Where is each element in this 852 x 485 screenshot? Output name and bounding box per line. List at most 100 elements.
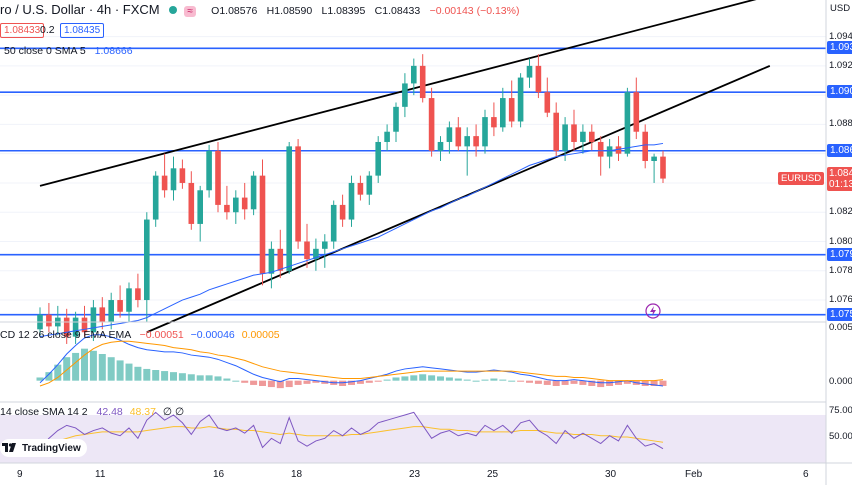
candle-body xyxy=(117,300,123,312)
macd-hist-bar xyxy=(659,380,667,386)
macd-hist-bar xyxy=(178,373,186,381)
sma-legend-value: 1.08666 xyxy=(94,45,133,57)
candle-body xyxy=(597,141,604,157)
macd-hist-bar xyxy=(615,380,622,385)
rsi-axis-50: 50.00 xyxy=(829,431,852,442)
candle-body xyxy=(188,182,195,224)
candle-body xyxy=(108,300,114,322)
price-axis-label: 1.082 xyxy=(829,206,852,218)
rsi-line xyxy=(39,411,664,450)
level-price-label: 1.075 xyxy=(827,307,852,321)
candle-body xyxy=(411,65,417,84)
macd-signal-line xyxy=(39,340,664,387)
time-axis-label: 23 xyxy=(409,469,421,480)
horizontal-levels[interactable] xyxy=(0,47,826,316)
candle-body xyxy=(589,131,595,142)
rsi-legend-value: 42.48 xyxy=(96,406,123,418)
macd-hist-bar xyxy=(428,375,436,381)
macd-hist-bar xyxy=(534,380,542,384)
symbol-title[interactable]: ro / U.S. Dollar · 4h · FXCM xyxy=(0,2,160,17)
candle-body xyxy=(241,197,248,210)
macd-axis-top: 0.005 xyxy=(829,322,852,333)
rsi-legend-extra: ∅ ∅ xyxy=(162,406,185,418)
level-price-label: 1.086 xyxy=(827,143,852,157)
macd-hist-bar xyxy=(241,380,249,383)
candle-body xyxy=(455,127,462,147)
candle-body xyxy=(633,92,640,132)
candle-body xyxy=(606,146,613,157)
time-axis-label: Feb xyxy=(685,469,703,480)
candle-body xyxy=(446,127,453,142)
level-price-label: 1.090 xyxy=(827,85,852,99)
ohlc-close: C1.08433 xyxy=(374,5,421,17)
bid-price-box[interactable]: 1.08433 xyxy=(0,23,45,38)
candle-body xyxy=(482,117,488,147)
macd-hist-bar xyxy=(463,379,471,381)
candle-body xyxy=(206,150,212,191)
candle-body xyxy=(615,146,622,154)
ask-price-box[interactable]: 1.08435 xyxy=(60,23,105,38)
candle-body xyxy=(215,150,221,205)
watermark: TradingView xyxy=(22,442,81,454)
candle-body xyxy=(90,307,97,333)
candle-body xyxy=(304,241,310,260)
sma-legend[interactable]: 50 close 0 SMA 5 1.08666 xyxy=(4,45,133,57)
spread-value: 0.2 xyxy=(40,24,55,36)
macd-hist-bar xyxy=(81,348,88,381)
macd-hist-bar xyxy=(561,380,569,385)
time-axis-label: 6 xyxy=(803,469,809,480)
candle-body xyxy=(491,117,497,128)
macd-hist-bar xyxy=(205,375,213,381)
candle-body xyxy=(126,288,132,312)
tradingview-logo[interactable]: TradingView xyxy=(0,439,87,457)
macd-hist-bar xyxy=(89,350,97,381)
macd-hist-bar xyxy=(526,380,533,383)
rsi-legend[interactable]: 14 close SMA 14 2 42.48 48.37 ∅ ∅ xyxy=(0,406,184,418)
candle-body xyxy=(375,141,381,176)
candle-body xyxy=(562,124,568,151)
candle-body xyxy=(357,182,364,195)
candle-body xyxy=(651,156,657,161)
sma-line xyxy=(39,142,664,338)
macd-legend[interactable]: CD 12 26 close 9 EMA EMA −0.00051 −0.000… xyxy=(0,329,280,341)
macd-hist-bar xyxy=(45,372,53,381)
candle-body xyxy=(553,112,559,151)
candle-countdown: 01:13 xyxy=(829,179,852,190)
symbol-badge[interactable]: EURUSD xyxy=(778,172,825,185)
macd-hist-bar xyxy=(187,374,195,381)
ohlc-low: L1.08395 xyxy=(321,5,366,17)
macd-hist-bar xyxy=(107,357,115,381)
macd-hist-bar xyxy=(597,380,605,388)
level-price-label: 1.079 xyxy=(827,247,852,261)
candle-body xyxy=(544,92,551,113)
macd-hist-bar xyxy=(312,380,320,383)
macd-hist-bar xyxy=(143,368,151,381)
candle-body xyxy=(197,190,203,224)
candle-body xyxy=(428,98,435,151)
flash-icon-bolt xyxy=(650,306,656,316)
macd-hist-bar xyxy=(294,380,302,385)
macd-hist-bar xyxy=(214,376,222,381)
rsi-axis-75: 75.00 xyxy=(829,405,852,416)
macd-hist-bar xyxy=(472,380,480,382)
macd-legend-name: CD 12 26 close 9 EMA EMA xyxy=(0,329,131,341)
macd-legend-macd: −0.00046 xyxy=(190,329,235,341)
candle-body xyxy=(46,314,52,327)
candle-body xyxy=(419,65,426,99)
candle-body xyxy=(135,288,141,301)
candle-body xyxy=(179,168,186,183)
candle-body xyxy=(473,136,479,147)
market-status-icon[interactable]: ≈ xyxy=(184,6,196,17)
candle-body xyxy=(660,156,666,179)
last-price-label: 1.084 01:13 xyxy=(827,167,852,191)
time-axis-label: 18 xyxy=(291,469,303,480)
macd-hist-bar xyxy=(365,380,373,383)
macd-hist-bar xyxy=(72,352,80,381)
macd-hist-bar xyxy=(419,374,427,381)
flash-icon[interactable] xyxy=(645,303,661,319)
candle-body xyxy=(63,317,70,337)
currency-label[interactable]: USD xyxy=(830,3,851,14)
candle-body xyxy=(286,146,292,271)
macd-hist-bar xyxy=(623,380,631,384)
macd-hist-bar xyxy=(267,380,275,388)
